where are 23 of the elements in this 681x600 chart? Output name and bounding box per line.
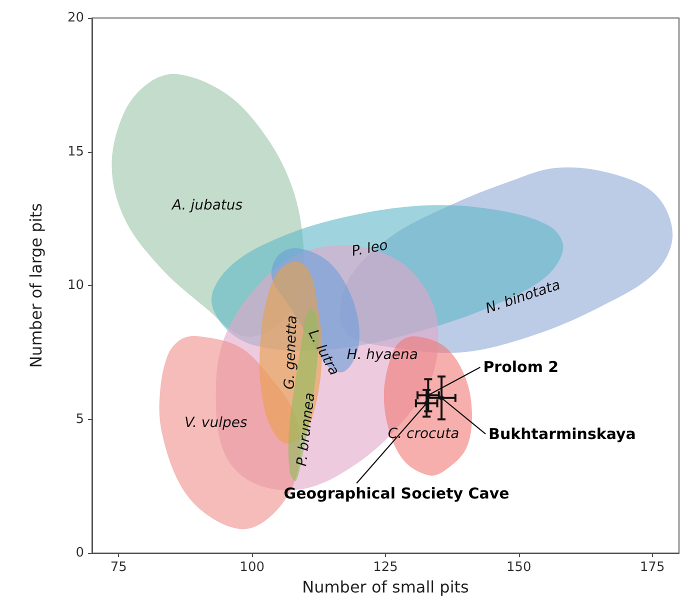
y-tick-label: 15 xyxy=(67,144,84,160)
annotation: Prolom 2 xyxy=(483,358,559,376)
series-label: A. jubatus xyxy=(170,197,243,214)
series-label: G. genetta xyxy=(282,315,300,390)
y-tick-label: 5 xyxy=(76,412,84,427)
x-tick-label: 175 xyxy=(640,560,665,576)
series-label: H. hyaena xyxy=(346,346,418,363)
y-tick-label: 0 xyxy=(76,546,84,561)
annotation: Bukhtarminskaya xyxy=(488,424,636,443)
series-label: L. lutra xyxy=(304,327,342,378)
y-axis-title: Number of large pits xyxy=(26,203,46,368)
x-tick-label: 150 xyxy=(506,560,532,576)
x-axis-title: Number of small pits xyxy=(302,578,469,596)
series-label: C. crocuta xyxy=(388,426,460,442)
series-label: P. leo xyxy=(350,237,390,260)
x-tick-label: 75 xyxy=(110,560,127,576)
series-label: V. vulpes xyxy=(184,415,248,432)
x-tick-label: 100 xyxy=(240,560,265,576)
annotation: Geographical Society Cave xyxy=(284,484,510,502)
x-tick-label: 125 xyxy=(373,560,398,576)
y-tick-label: 10 xyxy=(67,278,84,294)
series-label: P. brunnea xyxy=(294,392,318,468)
y-tick-label: 20 xyxy=(67,10,84,26)
